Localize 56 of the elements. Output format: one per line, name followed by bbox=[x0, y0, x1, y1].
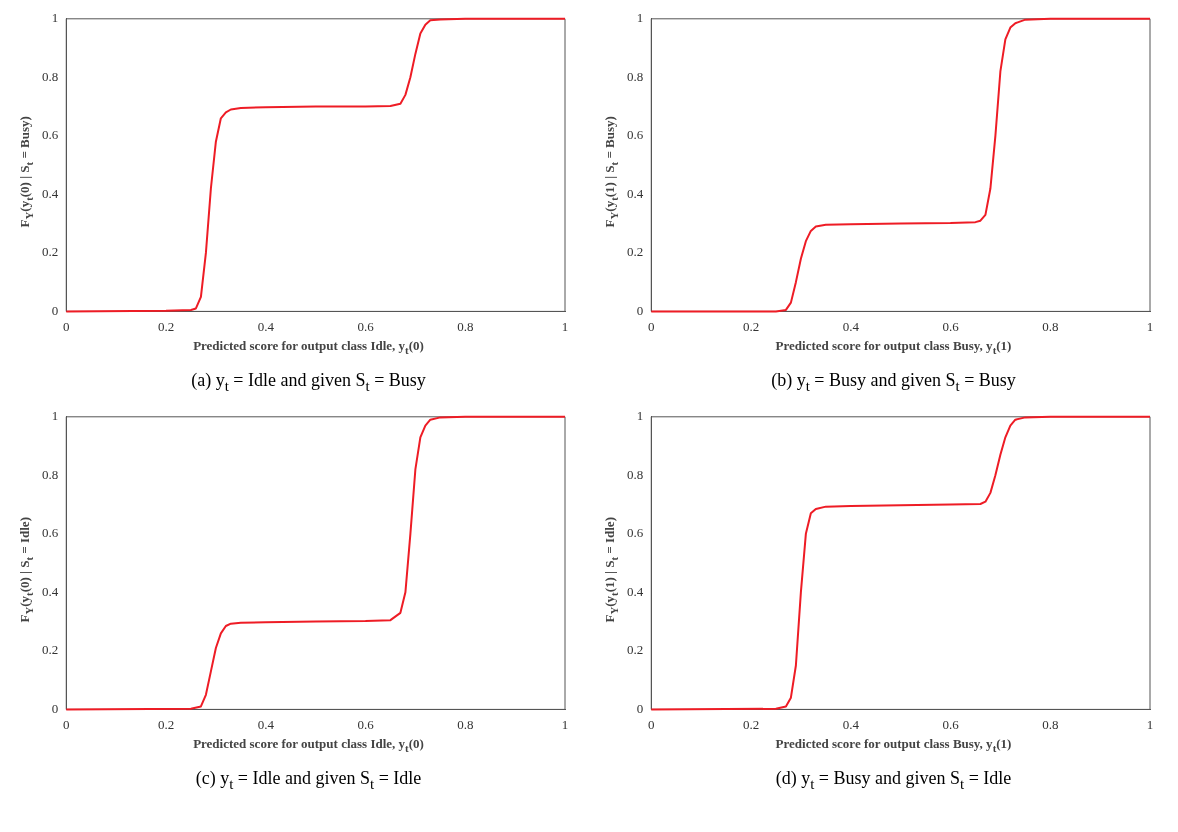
x-tick-label: 0.4 bbox=[842, 318, 859, 334]
x-tick-label: 0.6 bbox=[356, 716, 374, 732]
x-tick-label: 0.4 bbox=[257, 318, 274, 334]
y-tick-label: 0.6 bbox=[626, 127, 644, 143]
x-axis-title: Predicted score for output class Idle, y$_{t}$(0) bbox=[193, 338, 424, 356]
y-tick-label: 0.4 bbox=[41, 185, 59, 201]
y-tick-label: 0.2 bbox=[626, 642, 643, 658]
x-tick-label: 1 bbox=[561, 716, 568, 732]
x-tick-label: 0 bbox=[62, 716, 69, 732]
x-tick-label: 0.8 bbox=[1041, 318, 1058, 334]
y-tick-label: 0.8 bbox=[41, 466, 58, 482]
y-tick-label: 0.2 bbox=[41, 244, 58, 260]
x-tick-label: 0.6 bbox=[356, 318, 374, 334]
x-tick-label: 0 bbox=[62, 318, 69, 334]
x-tick-label: 0.2 bbox=[157, 716, 174, 732]
y-tick-label: 0 bbox=[636, 302, 643, 318]
y-tick-label: 0.8 bbox=[41, 68, 58, 84]
x-tick-label: 1 bbox=[561, 318, 568, 334]
y-tick-label: 0 bbox=[51, 701, 58, 717]
text: (b) y$_{t}$ = Busy and given S$_{t}$ = Busy bbox=[771, 369, 1016, 395]
text: (a) y$_{t}$ = Idle and given S$_{t}$ = Busy bbox=[191, 369, 426, 395]
y-tick-label: 0.4 bbox=[626, 583, 644, 599]
x-tick-label: 0.2 bbox=[157, 318, 174, 334]
y-tick-label: 0.2 bbox=[626, 244, 643, 260]
y-tick-label: 0 bbox=[636, 701, 643, 717]
x-tick-label: 1 bbox=[1146, 318, 1153, 334]
x-axis-title: Predicted score for output class Busy, y$_{t}$(1) bbox=[775, 736, 1012, 754]
y-tick-label: 0.6 bbox=[41, 127, 59, 143]
x-tick-label: 0.2 bbox=[742, 716, 759, 732]
y-tick-label: 0.2 bbox=[41, 642, 58, 658]
x-tick-label: 0.8 bbox=[1041, 716, 1058, 732]
x-tick-label: 0.4 bbox=[257, 716, 274, 732]
x-tick-label: 0 bbox=[647, 318, 654, 334]
text: (c) y$_{t}$ = Idle and given S$_{t}$ = Idle bbox=[195, 767, 422, 793]
y-tick-label: 0.6 bbox=[41, 525, 59, 541]
x-axis-title: Predicted score for output class Busy, y$_{t}$(1) bbox=[775, 338, 1012, 356]
y-tick-label: 0.4 bbox=[41, 583, 59, 599]
y-tick-label: 1 bbox=[636, 408, 643, 424]
text: (d) y$_{t}$ = Busy and given S$_{t}$ = Idle bbox=[775, 767, 1012, 793]
x-tick-label: 0.2 bbox=[742, 318, 759, 334]
y-tick-label: 1 bbox=[51, 10, 58, 26]
x-tick-label: 0.6 bbox=[941, 716, 959, 732]
y-tick-label: 0.6 bbox=[626, 525, 644, 541]
x-tick-label: 0 bbox=[647, 716, 654, 732]
x-tick-label: 1 bbox=[1146, 716, 1153, 732]
x-tick-label: 0.4 bbox=[842, 716, 859, 732]
x-tick-label: 0.8 bbox=[456, 716, 473, 732]
y-tick-label: 0.4 bbox=[626, 185, 644, 201]
y-tick-label: 0 bbox=[51, 302, 58, 318]
y-tick-label: 0.8 bbox=[626, 68, 643, 84]
y-tick-label: 1 bbox=[636, 10, 643, 26]
x-axis-title: Predicted score for output class Idle, y$_{t}$(0) bbox=[193, 736, 424, 754]
y-tick-label: 0.8 bbox=[626, 466, 643, 482]
y-tick-label: 1 bbox=[51, 408, 58, 424]
x-tick-label: 0.8 bbox=[456, 318, 473, 334]
x-tick-label: 0.6 bbox=[941, 318, 959, 334]
